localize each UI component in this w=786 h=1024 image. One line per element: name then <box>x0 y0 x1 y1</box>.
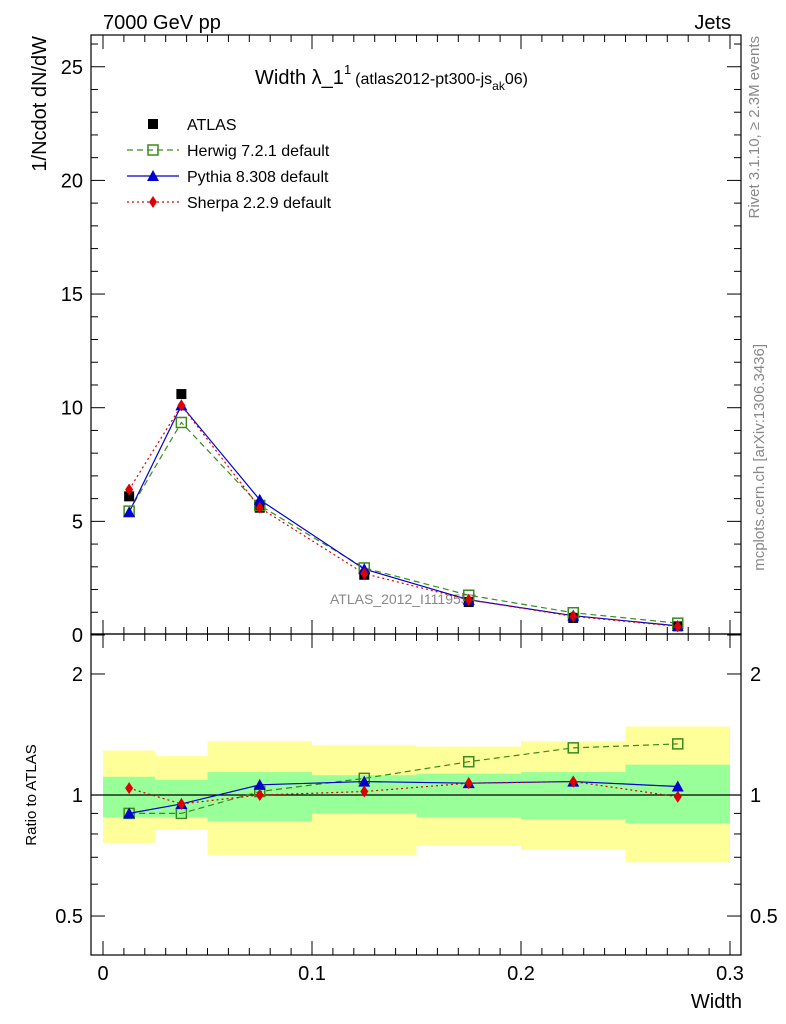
chart-title: Width λ_11 (atlas2012-pt300-jsak06) <box>255 62 528 93</box>
legend-marker <box>149 196 157 208</box>
ratio-tick-label-left: 1 <box>72 785 83 807</box>
ratio-series-line <box>129 743 678 814</box>
y-tick-label: 20 <box>61 170 83 192</box>
ratio-tick-label-left: 2 <box>72 664 83 686</box>
title-sub-end: 06) <box>505 71 528 88</box>
x-tick-label: 0.1 <box>298 963 326 985</box>
data-point <box>464 593 473 606</box>
y-tick-label: 5 <box>72 511 83 533</box>
title-sub-sub: ak <box>492 79 506 93</box>
legend-marker <box>147 170 159 181</box>
ratio-data-point <box>177 797 186 810</box>
ratio-data-point <box>255 789 264 801</box>
data-point <box>255 501 264 514</box>
ratio-data-point <box>253 778 266 790</box>
x-tick-label: 0.3 <box>716 963 744 985</box>
ratio-tick-label-right: 2 <box>750 664 761 686</box>
mcplots-text: mcplots.cern.ch [arXiv:1306.3436] <box>751 344 768 571</box>
legend-marker <box>148 119 158 129</box>
y-tick-label: 0 <box>72 625 83 647</box>
ratio-tick-label-right: 1 <box>750 785 761 807</box>
y-tick-label: 25 <box>61 57 83 79</box>
ratio-data-point <box>672 738 684 750</box>
ratio-data-point <box>464 777 473 790</box>
ratio-data-point <box>463 755 475 768</box>
x-axis-label: Width <box>691 991 742 1013</box>
ratio-data-point <box>673 790 682 803</box>
rivet-version-text: Rivet 3.1.10, ≥ 2.3M events <box>746 36 763 219</box>
title-sub-main: (atlas2012-pt300-js <box>355 71 492 88</box>
legend-label: Sherpa 2.2.9 default <box>187 195 332 212</box>
legend-marker <box>147 144 159 156</box>
data-point <box>569 610 578 623</box>
ratio-data-point <box>567 742 579 754</box>
data-point <box>124 491 135 502</box>
ratio-tick-label-left: 0.5 <box>55 906 83 928</box>
x-tick-label: 0 <box>97 963 108 985</box>
y-tick-label: 15 <box>61 284 83 306</box>
data-point <box>360 567 369 580</box>
y-tick-label: 10 <box>61 398 83 420</box>
ratio-data-point <box>671 780 684 792</box>
data-point <box>253 493 266 505</box>
y-axis-label: 1/Ncdot dN/dW <box>29 36 51 172</box>
ratio-data-point <box>360 785 369 798</box>
title-main: Width λ_1 <box>255 67 344 89</box>
x-tick-label: 0.2 <box>507 963 535 985</box>
ratio-data-point <box>358 775 371 787</box>
header-left-text: 7000 GeV pp <box>103 12 221 34</box>
ratio-y-axis-label: Ratio to ATLAS <box>23 744 40 845</box>
analysis-watermark: ATLAS_2012_I1119557 <box>330 591 477 607</box>
ratio-data-point <box>569 775 578 788</box>
ratio-plot-area: 0 0.1 0.2 0.3 0.5 0.5 1 1 2 2 <box>55 633 778 985</box>
legend-label: Pythia 8.308 default <box>187 169 329 186</box>
data-point <box>123 506 136 518</box>
data-point <box>176 389 187 400</box>
data-point <box>673 620 682 633</box>
ratio-data-point <box>123 807 136 819</box>
title-sup: 1 <box>344 62 351 77</box>
data-point <box>125 483 134 496</box>
legend: ATLAS Herwig 7.2.1 default Pythia 8.308 de… <box>127 117 332 212</box>
ratio-tick-label-right: 0.5 <box>750 906 778 928</box>
legend-label: Herwig 7.2.1 default <box>187 143 330 160</box>
legend-label: ATLAS <box>187 117 237 134</box>
header-right-text: Jets <box>694 12 731 34</box>
data-point <box>177 399 186 412</box>
data-point <box>175 416 188 429</box>
ratio-data-point <box>125 782 134 795</box>
